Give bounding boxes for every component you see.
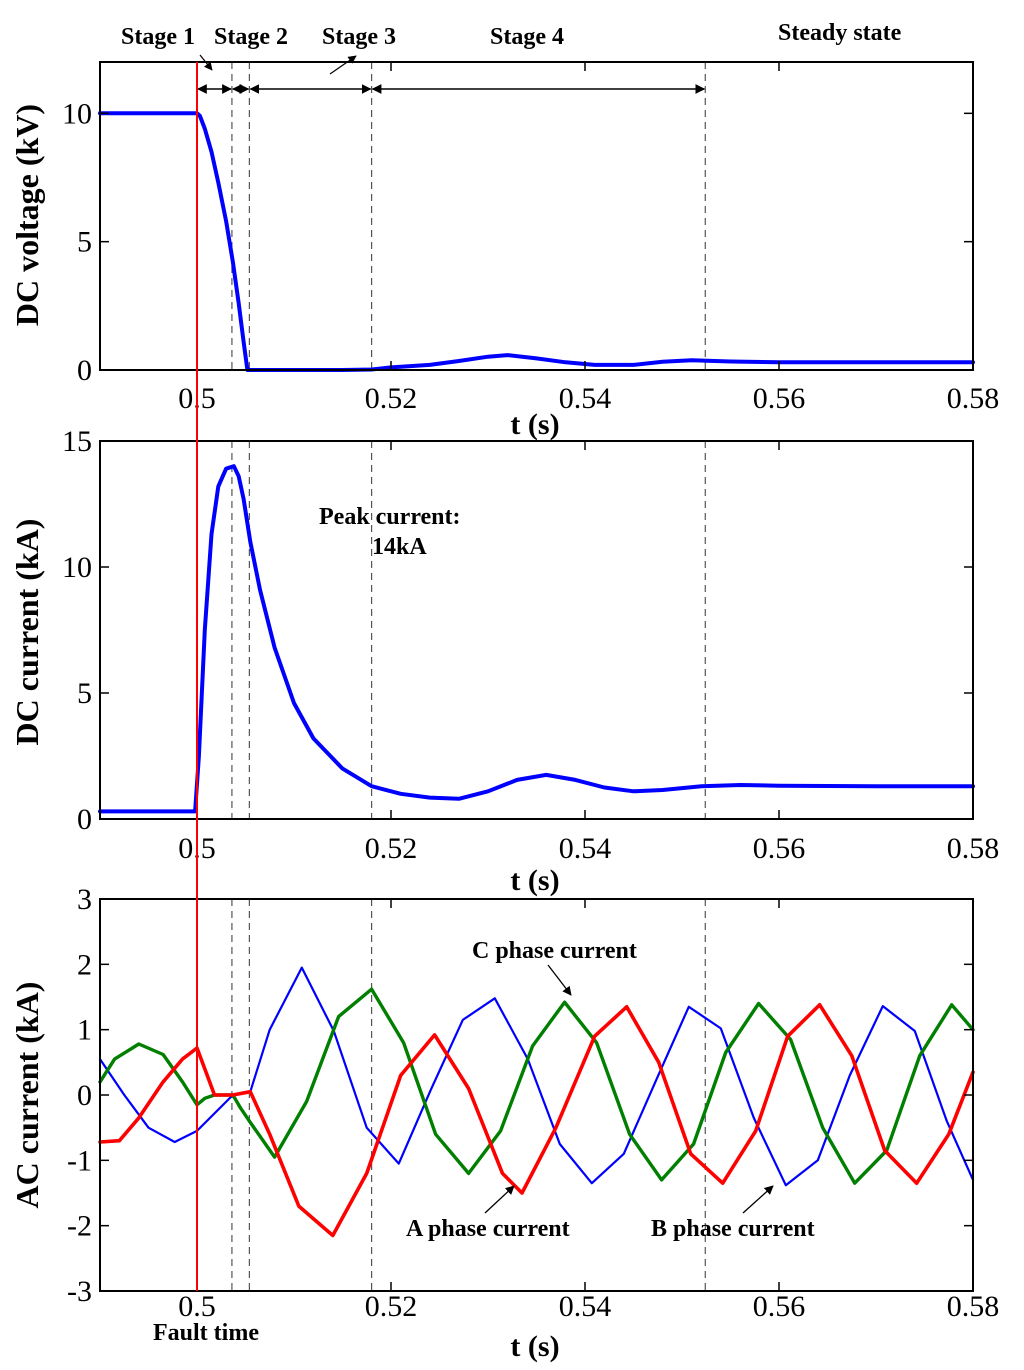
stage-4-label: Stage 4 [490, 24, 564, 50]
stage-2-label: Stage 2 [214, 24, 288, 50]
series-a-phase-current [98, 1002, 975, 1238]
plot-frame [99, 61, 974, 371]
series-b-phase-current [98, 966, 975, 1187]
y-tick-label: 3 [77, 883, 92, 916]
x-axis-title: t (s) [510, 1330, 559, 1363]
x-tick-label: 0.56 [753, 832, 806, 865]
series-dc-current [98, 464, 975, 814]
y-axis-title: AC current (kA) [9, 982, 45, 1209]
plot-frame [99, 440, 974, 820]
a-phase-label: A phase current [406, 1216, 570, 1242]
x-tick-label: 0.52 [365, 832, 418, 865]
x-tick-label: 0.54 [559, 832, 612, 865]
x-tick-label: 0.58 [947, 382, 1000, 415]
x-tick-label: 0.52 [365, 1290, 418, 1323]
y-tick-label: -2 [67, 1210, 92, 1243]
peak-current-label: Peak current: [319, 504, 461, 530]
y-tick-label: 0 [77, 354, 92, 387]
y-axis-title: DC current (kA) [9, 519, 45, 746]
stage-3-label: Stage 3 [322, 24, 396, 50]
x-tick-label: 0.52 [365, 382, 418, 415]
y-tick-label: 5 [77, 677, 92, 710]
stage-1-pointer [199, 54, 213, 71]
b-phase-label: B phase current [651, 1216, 815, 1242]
peak-current-value: 14kA [372, 534, 427, 560]
a-phase-pointer [484, 1185, 515, 1214]
x-tick-label: 0.58 [947, 832, 1000, 865]
c-phase-label: C phase current [472, 938, 637, 964]
b-phase-pointer [742, 1185, 774, 1214]
y-tick-label: -1 [67, 1144, 92, 1177]
c-phase-pointer [547, 964, 572, 996]
y-axis-title: DC voltage (kV) [9, 104, 45, 326]
steady-state-label: Steady state [778, 20, 902, 46]
y-tick-label: 2 [77, 948, 92, 981]
x-tick-label: 0.56 [753, 382, 806, 415]
y-tick-label: 1 [77, 1014, 92, 1047]
stage-1-label: Stage 1 [121, 24, 195, 50]
stage-3-pointer [329, 55, 357, 75]
panel-ac-current: 0.5 0.52 0.54 0.56 0.58 -3 -2 -1 0 1 2 3 AC current… [9, 883, 999, 1363]
x-tick-label: 0.56 [753, 1290, 806, 1323]
x-tick-label: 0.54 [559, 1290, 612, 1323]
y-tick-label: 0 [77, 803, 92, 836]
series-dc-voltage [98, 111, 975, 372]
series-c-phase-current [98, 987, 975, 1185]
y-tick-label: 10 [62, 97, 92, 130]
x-axis-title: t (s) [510, 408, 559, 441]
fault-time-label: Fault time [153, 1320, 259, 1346]
y-tick-label: 5 [77, 226, 92, 259]
x-tick-label: 0.5 [178, 1290, 216, 1323]
y-tick-label: 15 [62, 425, 92, 458]
x-axis-title: t (s) [510, 864, 559, 897]
x-tick-label: 0.58 [947, 1290, 1000, 1323]
y-tick-label: -3 [67, 1275, 92, 1308]
y-tick-label: 0 [77, 1079, 92, 1112]
x-tick-label: 0.54 [559, 382, 612, 415]
y-tick-label: 10 [62, 551, 92, 584]
